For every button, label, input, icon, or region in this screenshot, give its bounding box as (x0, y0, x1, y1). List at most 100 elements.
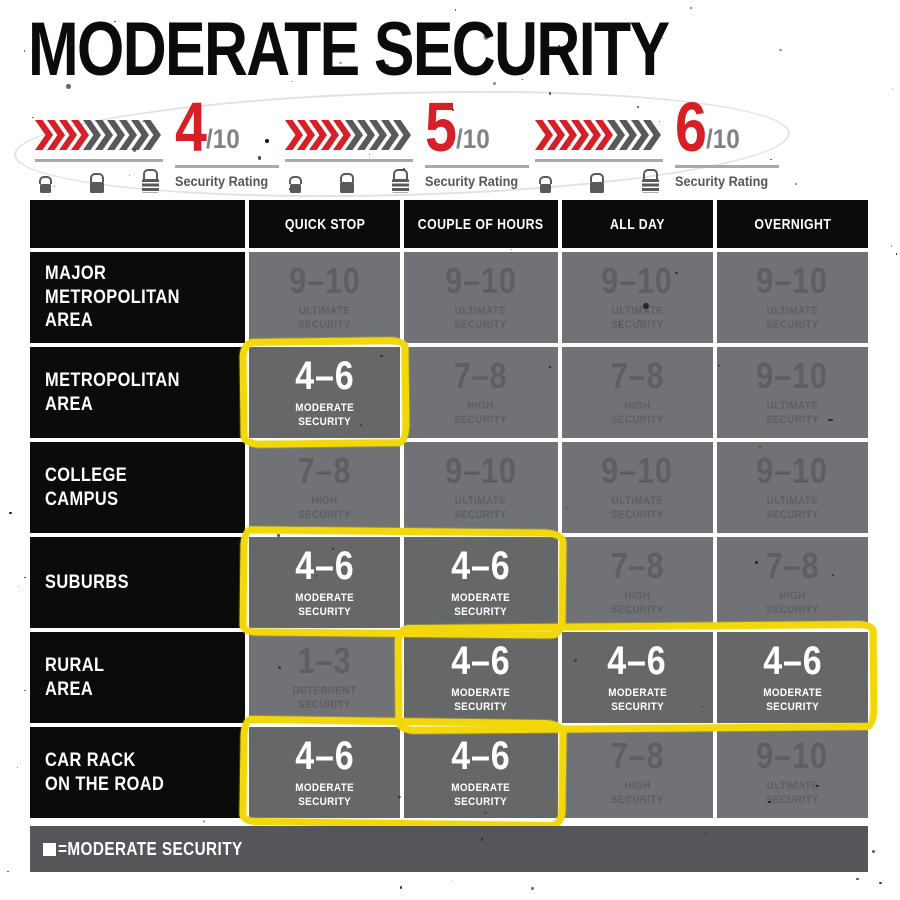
cell-range: 9–10 (289, 263, 360, 299)
padlock-body (90, 182, 104, 193)
padlock-icon-large (642, 169, 659, 193)
rating-cell: 4–6 MODERATE SECURITY (249, 537, 400, 628)
divider-line (35, 159, 163, 162)
cell-range: 7–8 (454, 358, 508, 394)
divider-line (535, 159, 663, 162)
column-header-label: COUPLE OF HOURS (418, 216, 544, 233)
speckle-dot (779, 49, 782, 51)
row-label: MAJOR METROPOLITAN AREA (30, 252, 245, 343)
rating-group-6: 6/10 Security Rating (535, 96, 785, 193)
chevron-progress-bar (35, 120, 163, 150)
cell-range: 9–10 (601, 263, 672, 299)
speckle-dot (24, 690, 25, 691)
speckle-dot (891, 245, 892, 246)
padlock-shackle (590, 173, 604, 182)
padlock-shackle (340, 173, 354, 182)
row-label: CAR RACK ON THE ROAD (30, 727, 245, 818)
rating-cell: 4–6 MODERATE SECURITY (404, 537, 557, 628)
rating-cell: 9–10 ULTIMATE SECURITY (717, 442, 868, 533)
speckle-dot (531, 887, 533, 889)
speckle-dot (9, 512, 11, 515)
padlock-icon-small (539, 176, 552, 193)
cell-range: 4–6 (295, 546, 354, 586)
speckle-dot (17, 767, 18, 768)
rating-group-5: 5/10 Security Rating (285, 96, 535, 193)
column-header: QUICK STOP (249, 200, 400, 248)
column-header: OVERNIGHT (717, 200, 868, 248)
padlock-icon-small (39, 176, 52, 193)
cell-range: 9–10 (445, 453, 516, 489)
legend-label: =MODERATE SECURITY (58, 839, 243, 860)
padlock-icon-medium (590, 173, 604, 193)
rating-cell: 4–6 MODERATE SECURITY (249, 347, 400, 438)
cell-level: ULTIMATE SECURITY (298, 304, 351, 333)
cell-level: DETERRENT SECURITY (293, 684, 357, 713)
row-label: METROPOLITAN AREA (30, 347, 245, 438)
cell-level: ULTIMATE SECURITY (611, 304, 664, 333)
column-header-label: QUICK STOP (284, 216, 364, 233)
cell-range: 7–8 (298, 453, 352, 489)
rating-cell: 9–10 ULTIMATE SECURITY (404, 442, 557, 533)
cell-range: 4–6 (295, 736, 354, 776)
cell-range: 4–6 (608, 641, 667, 681)
cell-level: MODERATE SECURITY (763, 686, 822, 715)
cell-level: ULTIMATE SECURITY (454, 304, 507, 333)
cell-range: 9–10 (757, 453, 828, 489)
cell-range: 4–6 (451, 641, 510, 681)
padlock-icon-large (392, 169, 409, 193)
cell-range: 7–8 (610, 738, 664, 774)
padlock-shackle (289, 176, 302, 184)
speckle-dot (24, 50, 26, 51)
speckle-dot (879, 882, 882, 884)
rating-cell: 9–10 ULTIMATE SECURITY (717, 252, 868, 343)
corner-header-blank (30, 200, 245, 248)
rating-cell: 9–10 ULTIMATE SECURITY (717, 727, 868, 818)
speckle-dot (32, 117, 34, 119)
row-label: RURAL AREA (30, 632, 245, 723)
padlock-icons-row (535, 169, 663, 193)
cell-range: 9–10 (601, 453, 672, 489)
row-label: SUBURBS (30, 537, 245, 628)
cell-range: 9–10 (757, 358, 828, 394)
cell-level: ULTIMATE SECURITY (766, 779, 819, 808)
row-label-text: RURAL AREA (45, 654, 104, 702)
speckle-dot (856, 878, 858, 880)
rating-cell: 1–3 DETERRENT SECURITY (249, 632, 400, 723)
cell-level: MODERATE SECURITY (451, 591, 510, 620)
column-header: COUPLE OF HOURS (404, 200, 557, 248)
padlock-icon-small (289, 176, 302, 193)
rating-denominator: /10 (206, 124, 240, 155)
padlock-body (142, 179, 159, 193)
cell-level: MODERATE SECURITY (451, 686, 510, 715)
speckle-dot (400, 886, 402, 888)
rating-group-4: 4/10 Security Rating (35, 96, 285, 193)
row-label: COLLEGE CAMPUS (30, 442, 245, 533)
cell-range: 9–10 (757, 263, 828, 299)
rating-cell: 4–6 MODERATE SECURITY (404, 727, 557, 818)
cell-level: MODERATE SECURITY (451, 781, 510, 810)
padlock-icon-medium (90, 173, 104, 193)
column-header: ALL DAY (562, 200, 713, 248)
cell-level: HIGH SECURITY (611, 399, 664, 428)
speckle-dot (203, 820, 206, 822)
row-label-text: COLLEGE CAMPUS (45, 464, 127, 512)
speckle-dot (795, 183, 797, 185)
padlock-icon-large (142, 169, 159, 193)
rating-cell: 7–8 HIGH SECURITY (562, 347, 713, 438)
cell-range: 4–6 (451, 736, 510, 776)
security-rating-caption: Security Rating (175, 174, 273, 189)
cell-range: 1–3 (298, 643, 352, 679)
rating-denominator: /10 (456, 124, 490, 155)
security-ratings-strip: 4/10 Security Rating 5/10 Security Rating 6/… (35, 96, 785, 193)
rating-score: 5 (425, 99, 455, 156)
cell-level: HIGH SECURITY (298, 494, 351, 523)
security-rating-caption: Security Rating (675, 174, 773, 189)
padlock-body (590, 182, 604, 193)
security-rating-caption: Security Rating (425, 174, 523, 189)
cell-level: MODERATE SECURITY (608, 686, 667, 715)
cell-level: MODERATE SECURITY (295, 401, 354, 430)
cell-range: 4–6 (451, 546, 510, 586)
column-header-label: ALL DAY (610, 216, 665, 233)
row-label-text: SUBURBS (45, 571, 129, 595)
row-label-text: METROPOLITAN AREA (45, 369, 180, 417)
